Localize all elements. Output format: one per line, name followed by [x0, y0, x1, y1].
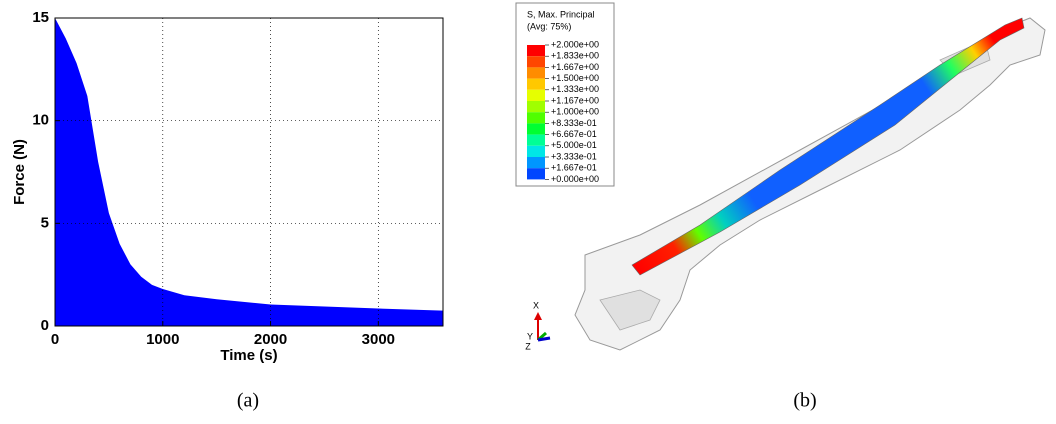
legend-label: +5.000e-01 [551, 140, 597, 150]
legend-swatch [527, 135, 545, 146]
x-tick-label: 2000 [254, 331, 287, 348]
page: Force (N) Time (s) 0 1000 2000 3000 0 5 10 15 (… [0, 0, 1056, 424]
legend-swatch [527, 90, 545, 101]
legend-label: +1.667e+00 [551, 62, 599, 72]
triad: X Y Z [525, 300, 550, 351]
legend-label: +1.833e+00 [551, 51, 599, 61]
legend-label: +6.667e-01 [551, 129, 597, 139]
chart-a: Force (N) Time (s) 0 1000 2000 3000 0 5 10 15 [11, 9, 443, 364]
caption: (a) [237, 390, 259, 412]
legend-swatch [527, 45, 545, 56]
y-tick-label: 0 [41, 317, 49, 334]
legend-label: +1.167e+00 [551, 95, 599, 105]
legend-label: +0.000e+00 [551, 174, 599, 184]
x-axis-label: Time (s) [220, 347, 277, 364]
legend-swatch [527, 123, 545, 134]
y-tick-label: 15 [32, 9, 49, 26]
legend-label: +1.333e+00 [551, 84, 599, 94]
x-tick-label: 3000 [362, 331, 395, 348]
legend-subtitle: (Avg: 75%) [527, 21, 571, 31]
caption: (b) [793, 390, 816, 412]
legend-swatch [527, 101, 545, 112]
legend-title: S, Max. Principal [527, 9, 595, 19]
legend-swatch [527, 157, 545, 168]
legend-swatch [527, 146, 545, 157]
legend-swatch [527, 112, 545, 123]
legend-label: +1.000e+00 [551, 107, 599, 117]
legend-swatch [527, 56, 545, 67]
legend-label: +8.333e-01 [551, 118, 597, 128]
triad-label: Z [525, 341, 531, 351]
legend-label: +2.000e+00 [551, 39, 599, 49]
figure: Force (N) Time (s) 0 1000 2000 3000 0 5 10 15 (… [0, 0, 1056, 419]
x-tick-label: 1000 [146, 331, 179, 348]
legend-label: +1.667e-01 [551, 163, 597, 173]
legend-items: +2.000e+00 +1.833e+00+1.667e+00+1.500e+00… [527, 39, 599, 183]
legend-swatch [527, 67, 545, 78]
y-tick-label: 10 [32, 112, 49, 129]
y-axis-label: Force (N) [11, 139, 28, 205]
legend: S, Max. Principal (Avg: 75%) +2.000e+00+… [516, 3, 614, 186]
area [55, 18, 443, 326]
triad-label: X [533, 300, 539, 310]
legend-label: +1.500e+00 [551, 73, 599, 83]
y-tick-label: 5 [41, 214, 49, 231]
legend-swatch [527, 168, 545, 179]
x-tick-label: 0 [51, 331, 59, 348]
legend-swatch [527, 79, 545, 90]
bone-model [575, 18, 1045, 350]
legend-label: +3.333e-01 [551, 151, 597, 161]
triad-label: Y [527, 331, 533, 341]
